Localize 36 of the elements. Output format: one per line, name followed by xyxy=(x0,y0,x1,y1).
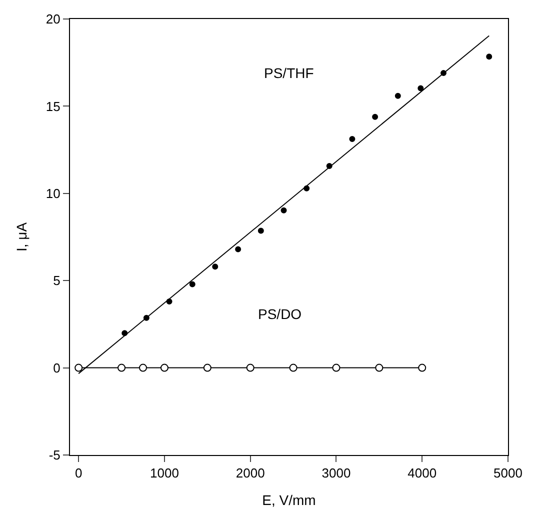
point xyxy=(332,364,340,372)
y-tick-label: 20 xyxy=(46,12,60,27)
point xyxy=(372,114,378,120)
x-tick-label: 0 xyxy=(74,466,82,481)
point xyxy=(289,364,298,372)
x-tick-label: 3000 xyxy=(322,466,351,481)
point xyxy=(418,85,424,92)
point xyxy=(139,364,147,372)
point xyxy=(375,364,384,372)
point xyxy=(418,364,426,372)
x-tick-label: 5000 xyxy=(494,466,522,481)
point xyxy=(212,264,218,270)
x-tick-label: 2000 xyxy=(236,466,265,481)
y-tick-label: 10 xyxy=(46,186,60,201)
point xyxy=(118,364,126,372)
y-tick-label: -5 xyxy=(48,448,60,463)
point xyxy=(74,364,83,372)
point xyxy=(258,228,264,234)
y-tick-label: 5 xyxy=(53,273,60,288)
y-tick-label: 15 xyxy=(46,98,60,114)
x-axis-title: E, V/mm xyxy=(262,492,316,508)
point xyxy=(246,364,254,372)
x-tick-label: 1000 xyxy=(150,466,179,481)
point xyxy=(280,207,287,214)
point xyxy=(486,54,492,60)
annotation: PS/DO xyxy=(258,306,302,322)
point xyxy=(160,364,168,372)
point xyxy=(394,92,401,99)
point xyxy=(203,364,212,372)
point xyxy=(189,281,196,288)
point xyxy=(235,246,242,252)
point xyxy=(349,136,356,142)
y-axis-title: I, μA xyxy=(14,222,30,252)
y-tick-label: 0 xyxy=(53,360,60,376)
annotation: PS/THF xyxy=(264,65,314,81)
x-tick-label: 4000 xyxy=(408,466,437,481)
